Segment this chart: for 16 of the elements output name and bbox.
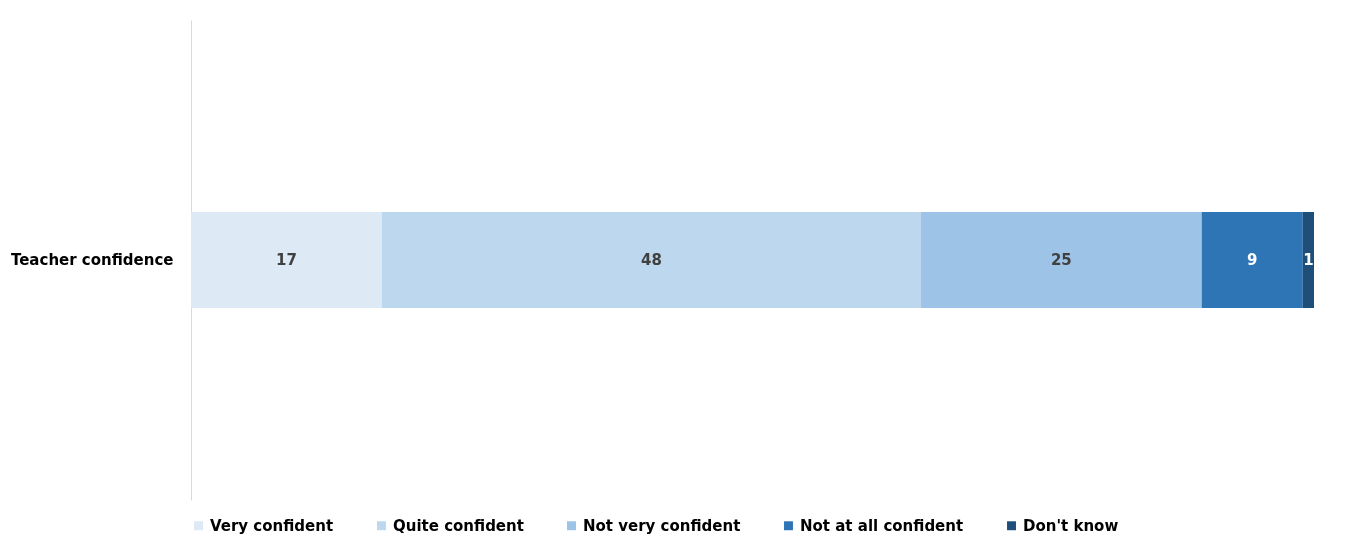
legend-label: Not very confident <box>583 516 741 535</box>
data-label: 9 <box>1247 251 1258 269</box>
y-tick-label: Teacher confidence <box>10 251 174 269</box>
bar <box>381 212 921 308</box>
bar <box>920 212 1202 308</box>
bar <box>191 212 382 308</box>
bar <box>1201 212 1303 308</box>
data-label: 1 <box>1303 251 1314 269</box>
data-label: 25 <box>1050 251 1072 269</box>
legend-label: Very confident <box>210 516 334 535</box>
legend-label: Quite confident <box>393 516 524 535</box>
bar <box>1302 212 1314 308</box>
legend-label: Don't know <box>1023 516 1119 535</box>
data-label: 48 <box>640 251 662 269</box>
data-label: 17 <box>276 251 297 269</box>
legend-label: Not at all confident <box>800 516 964 535</box>
